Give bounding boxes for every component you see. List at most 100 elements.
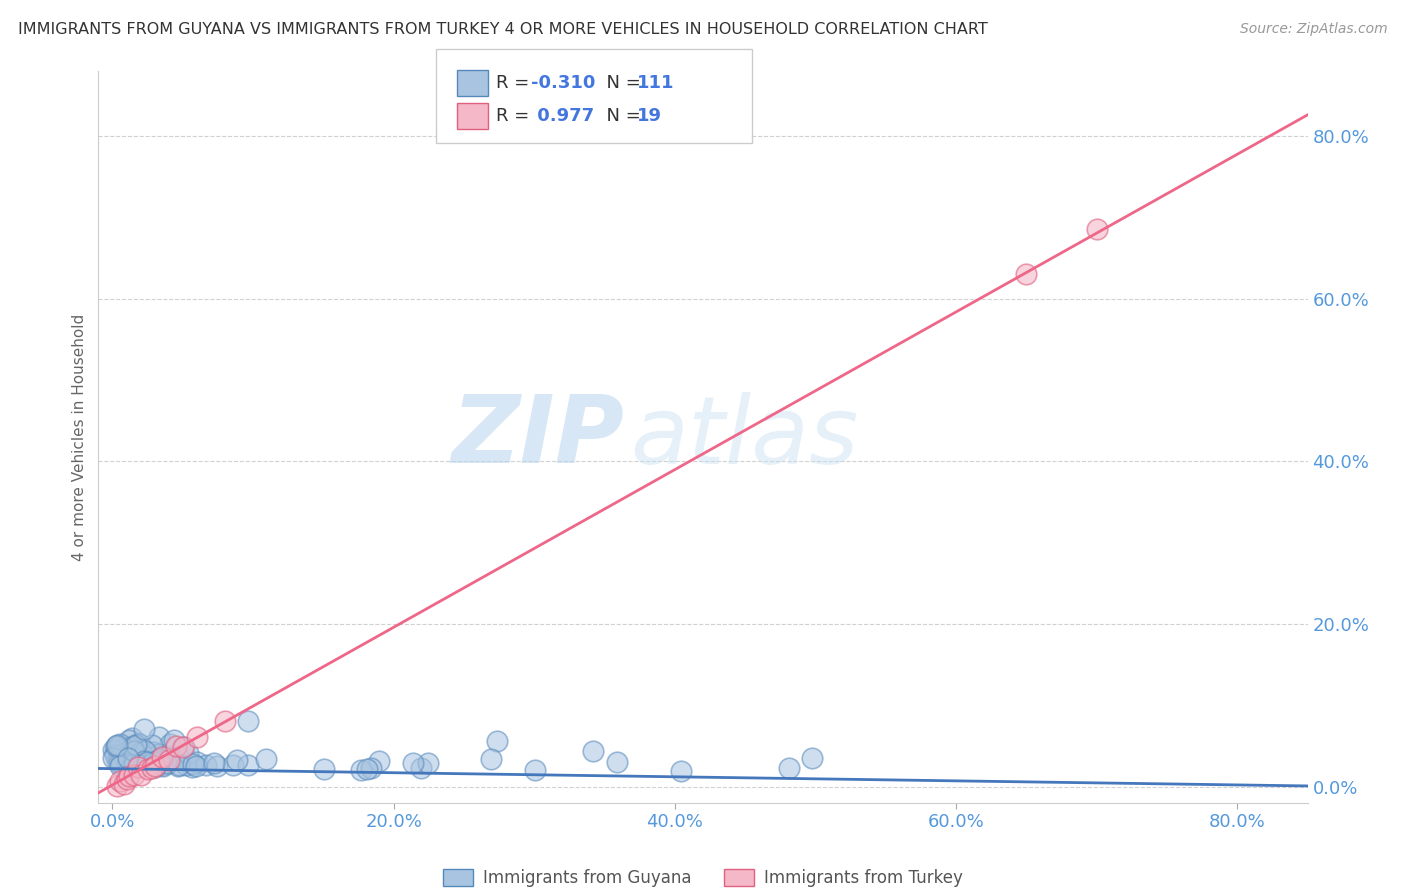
Point	[121, 731, 143, 745]
Point	[186, 755, 208, 769]
Point	[152, 759, 174, 773]
Point	[409, 760, 432, 774]
Point	[110, 756, 132, 770]
Point	[127, 736, 149, 750]
Y-axis label: 4 or more Vehicles in Household: 4 or more Vehicles in Household	[72, 313, 87, 561]
Text: ZIP: ZIP	[451, 391, 624, 483]
Point	[115, 745, 138, 759]
Point	[160, 752, 183, 766]
Point	[129, 768, 152, 782]
Point	[148, 731, 170, 745]
Point	[141, 761, 163, 775]
Text: R =: R =	[496, 107, 536, 125]
Point	[172, 739, 194, 754]
Point	[104, 743, 127, 757]
Point	[173, 739, 195, 754]
Point	[122, 755, 145, 769]
Point	[150, 749, 173, 764]
Point	[103, 751, 125, 765]
Point	[155, 756, 177, 770]
Point	[115, 751, 138, 765]
Text: Source: ZipAtlas.com: Source: ZipAtlas.com	[1240, 22, 1388, 37]
Point	[141, 738, 163, 752]
Point	[146, 754, 169, 768]
Point	[180, 759, 202, 773]
Point	[150, 749, 173, 764]
Point	[122, 744, 145, 758]
Point	[184, 759, 207, 773]
Point	[112, 777, 135, 791]
Point	[134, 754, 156, 768]
Point	[222, 758, 245, 772]
Point	[152, 758, 174, 772]
Point	[350, 764, 373, 778]
Point	[163, 732, 186, 747]
Point	[120, 741, 142, 756]
Point	[524, 763, 547, 777]
Point	[122, 739, 145, 753]
Point	[141, 758, 163, 772]
Point	[128, 756, 150, 770]
Point	[105, 779, 128, 793]
Point	[118, 769, 141, 783]
Point	[122, 767, 145, 781]
Point	[129, 747, 152, 762]
Point	[115, 757, 138, 772]
Text: -0.310: -0.310	[531, 74, 596, 92]
Point	[107, 751, 129, 765]
Point	[181, 756, 204, 771]
Text: N =: N =	[595, 107, 647, 125]
Point	[148, 752, 170, 766]
Legend: Immigrants from Guyana, Immigrants from Turkey: Immigrants from Guyana, Immigrants from …	[436, 863, 970, 892]
Point	[254, 751, 277, 765]
Point	[226, 753, 249, 767]
Point	[669, 764, 692, 778]
Point	[108, 759, 131, 773]
Point	[157, 753, 180, 767]
Text: IMMIGRANTS FROM GUYANA VS IMMIGRANTS FROM TURKEY 4 OR MORE VEHICLES IN HOUSEHOLD: IMMIGRANTS FROM GUYANA VS IMMIGRANTS FRO…	[18, 22, 988, 37]
Point	[159, 737, 181, 751]
Point	[111, 756, 134, 770]
Point	[105, 753, 128, 767]
Point	[356, 762, 378, 776]
Point	[582, 744, 605, 758]
Point	[138, 749, 160, 764]
Point	[479, 752, 502, 766]
Point	[129, 745, 152, 759]
Point	[122, 756, 145, 771]
Point	[143, 759, 166, 773]
Point	[214, 714, 236, 728]
Text: N =: N =	[595, 74, 647, 92]
Point	[402, 756, 425, 770]
Point	[167, 749, 190, 764]
Point	[127, 753, 149, 767]
Point	[174, 758, 197, 772]
Point	[134, 744, 156, 758]
Point	[117, 751, 139, 765]
Point	[167, 757, 190, 772]
Point	[486, 733, 509, 747]
Point	[801, 750, 824, 764]
Point	[416, 756, 439, 771]
Point	[104, 748, 127, 763]
Point	[1085, 222, 1108, 236]
Point	[186, 731, 208, 745]
Point	[112, 741, 135, 756]
Point	[152, 750, 174, 764]
Point	[111, 755, 134, 769]
Point	[108, 751, 131, 765]
Point	[136, 755, 159, 769]
Point	[204, 756, 226, 770]
Point	[121, 752, 143, 766]
Point	[367, 754, 389, 768]
Point	[132, 756, 155, 770]
Point	[159, 749, 181, 764]
Point	[107, 756, 129, 771]
Point	[136, 762, 159, 776]
Text: 0.977: 0.977	[531, 107, 595, 125]
Point	[111, 748, 134, 763]
Point	[108, 737, 131, 751]
Point	[127, 760, 149, 774]
Point	[139, 757, 162, 772]
Point	[148, 753, 170, 767]
